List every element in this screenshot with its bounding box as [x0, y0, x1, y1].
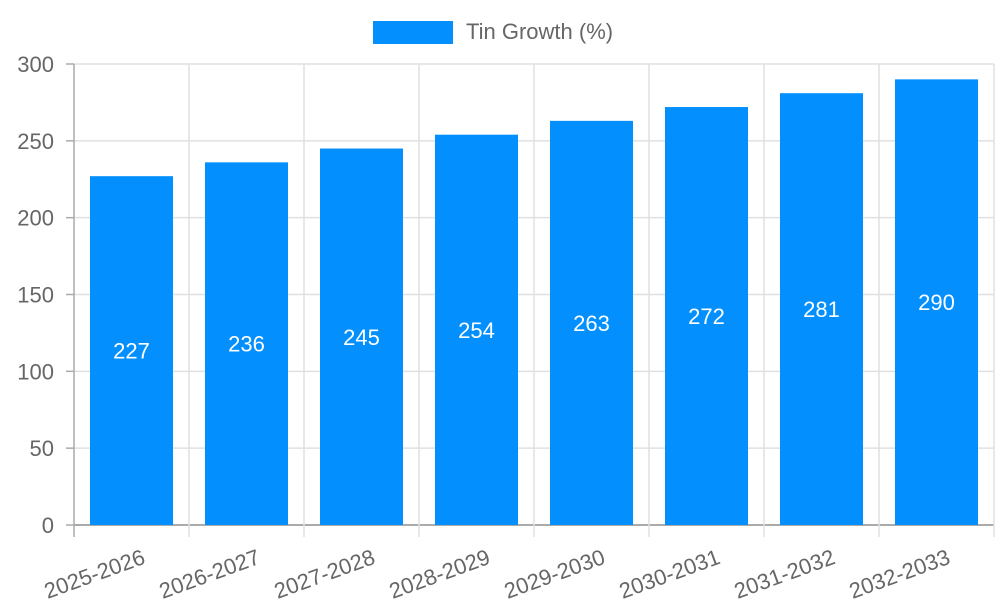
y-tick-label: 50: [30, 436, 54, 461]
legend-label: Tin Growth (%): [466, 19, 614, 44]
bar[interactable]: [895, 79, 978, 525]
bar-value-label: 290: [918, 290, 955, 315]
x-tick-label: 2028-2029: [386, 544, 493, 600]
legend-swatch: [373, 20, 453, 44]
y-tick-label: 150: [17, 283, 54, 308]
chart-legend[interactable]: Tin Growth (%): [373, 19, 614, 44]
bar[interactable]: [320, 148, 403, 525]
bar[interactable]: [90, 176, 173, 525]
bar-value-label: 236: [228, 332, 265, 357]
bar-value-label: 272: [688, 304, 725, 329]
y-tick-label: 300: [17, 52, 54, 77]
bar[interactable]: [780, 93, 863, 526]
bar-value-label: 281: [803, 297, 840, 322]
bar-value-label: 245: [343, 325, 380, 350]
bar-value-label: 227: [113, 339, 150, 364]
x-tick-label: 2027-2028: [271, 544, 378, 600]
x-tick-label: 2031-2032: [731, 544, 838, 600]
y-tick-label: 200: [17, 206, 54, 231]
y-tick-label: 250: [17, 129, 54, 154]
bar[interactable]: [435, 134, 518, 526]
bar-value-label: 263: [573, 311, 610, 336]
bar-value-label: 254: [458, 318, 495, 343]
x-tick-label: 2030-2031: [616, 544, 723, 600]
bar[interactable]: [550, 120, 633, 526]
x-tick-label: 2029-2030: [501, 544, 608, 600]
y-tick-label: 0: [42, 513, 54, 538]
x-tick-label: 2025-2026: [41, 544, 148, 600]
x-tick-label: 2032-2033: [846, 544, 953, 600]
x-tick-label: 2026-2027: [156, 544, 263, 600]
bar[interactable]: [665, 107, 748, 525]
bar[interactable]: [205, 162, 288, 525]
y-tick-label: 100: [17, 359, 54, 384]
